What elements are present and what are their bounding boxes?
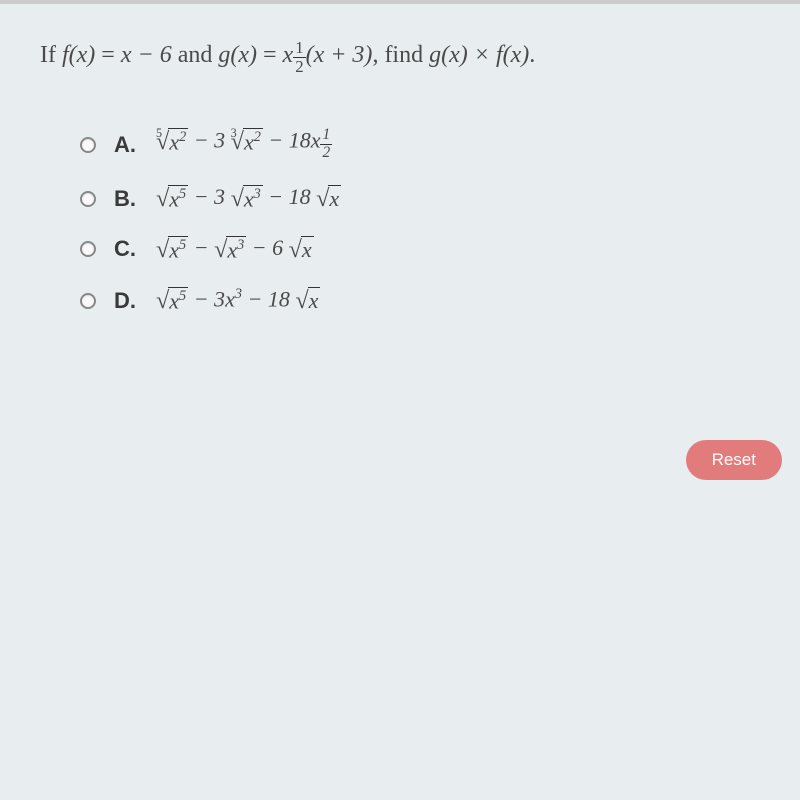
radio-c[interactable]	[80, 241, 96, 257]
c-r2-exp: 3	[237, 237, 244, 253]
find-expr: g(x) × f(x)	[429, 42, 529, 68]
a-r2-base: x	[244, 130, 254, 155]
option-a-expr: 5√x2 − 3 3√x2 − 18x12	[156, 127, 332, 162]
c-r3: x	[302, 237, 312, 262]
option-d-expr: √x5 − 3x3 − 18 √x	[156, 286, 320, 315]
content-area: If f(x) = x − 6 and g(x) = x12(x + 3), f…	[0, 4, 800, 367]
find-text: , find	[372, 42, 429, 68]
g-exp-den: 2	[293, 58, 305, 76]
radio-d[interactable]	[80, 293, 96, 309]
a-t3-exp-d: 2	[320, 145, 332, 162]
f-rhs: x − 6	[121, 42, 172, 68]
a-t2-coeff: − 3	[194, 128, 225, 153]
question-text: If f(x) = x − 6 and g(x) = x12(x + 3), f…	[40, 34, 760, 77]
a-r1-exp: 2	[179, 129, 186, 145]
equals-2: =	[263, 42, 283, 68]
option-c-label: C.	[114, 236, 136, 262]
b-t3-coeff: − 18	[268, 184, 310, 209]
b-r2-exp: 3	[254, 186, 261, 202]
option-b-label: B.	[114, 186, 136, 212]
option-d[interactable]: D. √x5 − 3x3 − 18 √x	[80, 286, 760, 315]
d-r1-exp: 5	[179, 288, 186, 304]
period: .	[529, 42, 535, 68]
g-rest: (x + 3)	[306, 42, 373, 68]
b-t2-coeff: − 3	[194, 184, 225, 209]
radio-a[interactable]	[80, 137, 96, 153]
g-lhs: g(x)	[218, 42, 257, 68]
option-b-expr: √x5 − 3 √x3 − 18 √x	[156, 184, 341, 213]
c-r2-base: x	[227, 237, 237, 262]
c-t2-coeff: −	[194, 235, 214, 260]
option-a-label: A.	[114, 132, 136, 158]
option-a[interactable]: A. 5√x2 − 3 3√x2 − 18x12	[80, 127, 760, 162]
options-list: A. 5√x2 − 3 3√x2 − 18x12 B. √x5 − 3 √x3 …	[40, 127, 760, 315]
a-t3-coeff: − 18	[268, 128, 310, 153]
option-d-label: D.	[114, 288, 136, 314]
g-base: x	[283, 42, 294, 68]
equals-1: =	[101, 42, 121, 68]
d-t2-exp: 3	[235, 286, 242, 302]
b-r1-exp: 5	[179, 186, 186, 202]
a-t3-exp-n: 1	[320, 127, 332, 145]
reset-button[interactable]: Reset	[686, 440, 782, 480]
d-r3: x	[309, 288, 319, 313]
a-r2-exp: 2	[254, 129, 261, 145]
question-prefix: If	[40, 42, 56, 68]
d-t2-base: x	[225, 286, 235, 311]
a-t3-base: x	[311, 128, 321, 153]
f-lhs: f(x)	[62, 42, 95, 68]
d-r1-base: x	[169, 289, 179, 314]
b-r3: x	[329, 186, 339, 211]
c-r1-exp: 5	[179, 237, 186, 253]
b-r2-base: x	[244, 186, 254, 211]
option-c-expr: √x5 − √x3 − 6 √x	[156, 235, 314, 264]
option-c[interactable]: C. √x5 − √x3 − 6 √x	[80, 235, 760, 264]
g-exp-num: 1	[293, 39, 305, 58]
and-text: and	[178, 42, 219, 68]
d-t3-coeff: − 18	[247, 286, 289, 311]
option-b[interactable]: B. √x5 − 3 √x3 − 18 √x	[80, 184, 760, 213]
c-r1-base: x	[169, 237, 179, 262]
b-r1-base: x	[169, 186, 179, 211]
d-t2-coeff: − 3	[194, 286, 225, 311]
a-r1-base: x	[169, 130, 179, 155]
c-t3-coeff: − 6	[252, 235, 283, 260]
radio-b[interactable]	[80, 191, 96, 207]
